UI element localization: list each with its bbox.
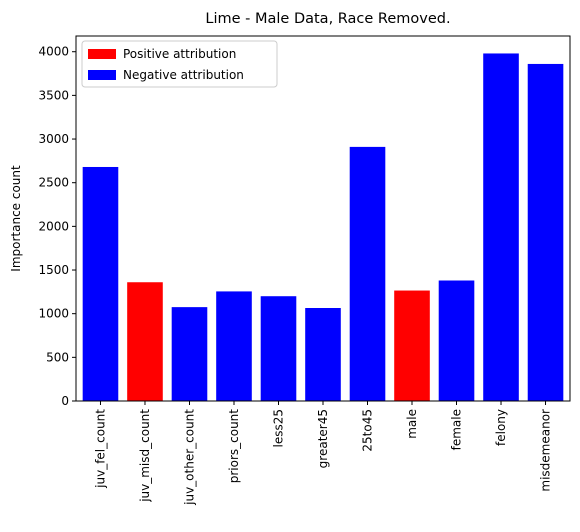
x-tick-label: juv_other_count bbox=[182, 409, 196, 506]
x-tick-label: priors_count bbox=[227, 409, 241, 484]
bar-priors_count bbox=[216, 291, 252, 401]
bar-greater45 bbox=[305, 308, 341, 401]
y-axis-ticks: 0 500 1000 1500 2000 2500 3000 3500 4000 bbox=[38, 45, 76, 408]
legend-label-negative: Negative attribution bbox=[123, 68, 244, 82]
x-tick-label: felony bbox=[494, 409, 508, 446]
x-tick-label: greater45 bbox=[316, 409, 330, 468]
bar-less25 bbox=[260, 296, 297, 401]
legend-swatch-positive bbox=[88, 49, 116, 59]
y-tick-label: 2000 bbox=[38, 219, 69, 233]
y-tick-label: 4000 bbox=[38, 45, 69, 59]
y-axis-label: Importance count bbox=[9, 165, 23, 272]
legend-box bbox=[81, 40, 278, 88]
x-axis-ticks: juv_fel_count juv_misd_count juv_other_cou… bbox=[93, 401, 553, 506]
bar-male bbox=[394, 290, 430, 401]
legend-label-positive: Positive attribution bbox=[123, 47, 236, 61]
bar-felony bbox=[483, 53, 519, 402]
y-tick-label: 0 bbox=[61, 394, 69, 408]
y-tick-label: 3000 bbox=[38, 132, 69, 146]
bar-25to45 bbox=[349, 146, 386, 401]
x-tick-label: juv_misd_count bbox=[138, 409, 152, 503]
y-tick-label: 1500 bbox=[38, 263, 69, 277]
y-tick-label: 3500 bbox=[38, 88, 69, 102]
x-tick-label: juv_fel_count bbox=[93, 409, 107, 489]
plot-frame bbox=[75, 35, 571, 402]
bar-juv_fel_count bbox=[82, 166, 119, 401]
x-tick-label: female bbox=[450, 409, 464, 450]
bars-group bbox=[82, 53, 564, 402]
legend-swatch-negative bbox=[88, 70, 116, 80]
bar-female bbox=[438, 280, 475, 401]
bar-misdemeanor bbox=[527, 63, 564, 401]
y-tick-label: 2500 bbox=[38, 176, 69, 190]
bar-juv_misd_count bbox=[127, 282, 163, 401]
x-tick-label: less25 bbox=[271, 409, 285, 448]
legend: Positive attribution Negative attribution bbox=[81, 40, 278, 88]
x-tick-label: 25to45 bbox=[361, 409, 375, 452]
chart-title: Lime - Male Data, Race Removed. bbox=[205, 11, 450, 27]
bar-juv_other_count bbox=[171, 307, 208, 401]
y-tick-label: 500 bbox=[46, 350, 69, 364]
x-tick-label: male bbox=[405, 409, 419, 439]
y-tick-label: 1000 bbox=[38, 307, 69, 321]
x-tick-label: misdemeanor bbox=[539, 409, 553, 492]
